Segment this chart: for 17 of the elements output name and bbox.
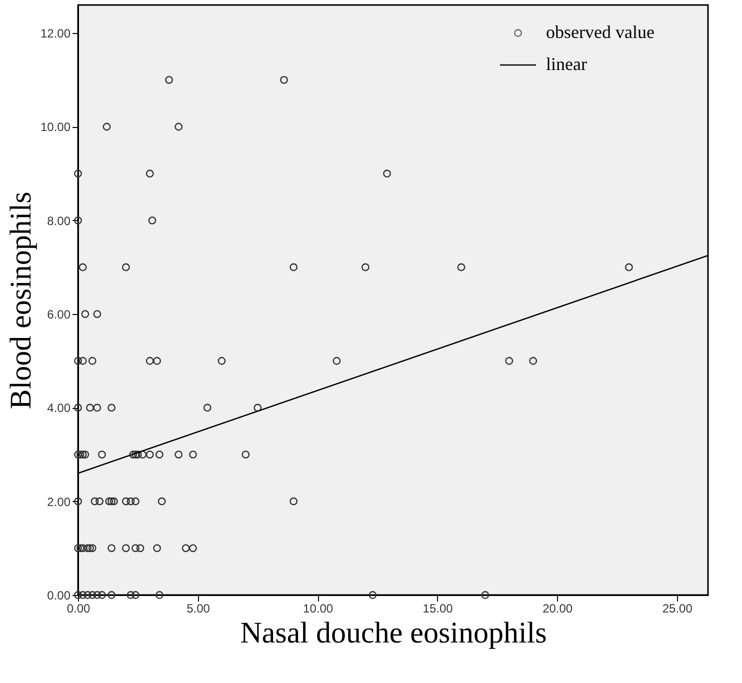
x-axis-title: Nasal douche eosinophils: [240, 616, 547, 650]
x-tick-label: 10.00: [303, 602, 334, 616]
y-tick-label: 0.00: [47, 588, 71, 602]
y-tick-label: 8.00: [47, 214, 71, 228]
y-tick-label: 6.00: [47, 308, 71, 322]
x-tick-label: 25.00: [662, 602, 693, 616]
x-tick-label: 20.00: [542, 602, 573, 616]
y-tick-label: 10.00: [40, 120, 71, 134]
x-tick-label: 15.00: [422, 602, 454, 616]
x-tick-label: 0.00: [66, 602, 90, 616]
y-axis-title: Blood eosinophils: [4, 192, 38, 410]
x-tick-label: 5.00: [186, 602, 210, 616]
legend-label: linear: [546, 54, 587, 74]
legend-label: observed value: [546, 22, 654, 42]
y-tick-label: 2.00: [47, 494, 71, 509]
y-tick-label: 4.00: [47, 401, 71, 416]
y-tick-label: 12.00: [40, 26, 71, 41]
